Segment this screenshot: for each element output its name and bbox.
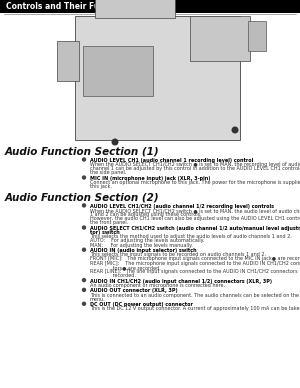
Text: the side panel.: the side panel. — [90, 170, 126, 175]
Text: This selects the input signals to be recorded on audio channels 1 and 2.: This selects the input signals to be rec… — [90, 252, 266, 257]
Text: FRONT [MIC]:   The microphone input signals connected to the MIC IN jack● are re: FRONT [MIC]: The microphone input signal… — [90, 256, 300, 262]
FancyBboxPatch shape — [95, 0, 175, 18]
Text: this jack.: this jack. — [90, 184, 112, 189]
Text: 1 and 2 can be adjusted using these controls.: 1 and 2 can be adjusted using these cont… — [90, 212, 202, 217]
Text: menu.: menu. — [90, 297, 106, 301]
Text: MIC IN (microphone input) jack (XLR, 3-pin): MIC IN (microphone input) jack (XLR, 3-p… — [90, 176, 210, 181]
Text: AUDIO IN (audio input selector) switch: AUDIO IN (audio input selector) switch — [90, 248, 196, 253]
Text: AUDIO OUT connector (XLR, 3P): AUDIO OUT connector (XLR, 3P) — [90, 288, 178, 293]
FancyBboxPatch shape — [75, 16, 240, 140]
Circle shape — [82, 157, 86, 162]
Text: channel 1 can be adjusted by this control in addition to the AUDIO LEVEL CH1 con: channel 1 can be adjusted by this contro… — [90, 166, 300, 171]
Circle shape — [82, 301, 86, 306]
Text: An audio component or microphone is connected here.: An audio component or microphone is conn… — [90, 283, 225, 288]
Text: tor) switch: tor) switch — [90, 230, 120, 235]
Text: AUDIO SELECT CH1/CH2 switch (audio channel 1/2 auto/manual level adjustment sele: AUDIO SELECT CH1/CH2 switch (audio chann… — [90, 226, 300, 231]
Circle shape — [82, 288, 86, 292]
Text: REAR [MIC]:    The microphone input signals connected to the AUDIO IN CH1/CH2 co: REAR [MIC]: The microphone input signals… — [90, 261, 300, 266]
Circle shape — [232, 126, 238, 133]
FancyBboxPatch shape — [190, 16, 250, 61]
FancyBboxPatch shape — [83, 46, 153, 96]
Text: Audio Function Section (1): Audio Function Section (1) — [5, 147, 160, 157]
Text: When the AUDIO SELECT CH1/CH2 switch ● is set to MAN, the audio level of audio c: When the AUDIO SELECT CH1/CH2 switch ● i… — [90, 208, 300, 213]
Text: This is connected to an audio component. The audio channels can be selected on t: This is connected to an audio component.… — [90, 293, 300, 298]
Text: MAN:     For adjusting the levels manually.: MAN: For adjusting the levels manually. — [90, 242, 193, 248]
Circle shape — [82, 175, 86, 180]
Text: Connect an optional microphone to this jack. The power for the microphone is sup: Connect an optional microphone to this j… — [90, 180, 300, 185]
Text: This selects the method used to adjust the audio levels of audio channels 1 and : This selects the method used to adjust t… — [90, 234, 292, 239]
Text: the front panel.: the front panel. — [90, 220, 128, 225]
Text: REAR [LINE]:   The line input signals connected to the AUDIO IN CH1/CH2 connecto: REAR [LINE]: The line input signals conn… — [90, 269, 300, 274]
Text: AUDIO LEVEL CH1/CH2 (audio channel 1/2 recording level) controls: AUDIO LEVEL CH1/CH2 (audio channel 1/2 r… — [90, 204, 274, 209]
Text: tors● are recorded.: tors● are recorded. — [90, 265, 161, 270]
Circle shape — [82, 278, 86, 282]
FancyBboxPatch shape — [248, 21, 266, 51]
Text: AUDIO LEVEL CH1 (audio channel 1 recording level) control: AUDIO LEVEL CH1 (audio channel 1 recordi… — [90, 158, 253, 163]
Text: DC OUT (DC power output) connector: DC OUT (DC power output) connector — [90, 302, 193, 307]
Text: AUTO:    For adjusting the levels automatically.: AUTO: For adjusting the levels automatic… — [90, 239, 204, 243]
Text: AUDIO IN CH1/CH2 (audio input channel 1/2) connectors (XLR, 3P): AUDIO IN CH1/CH2 (audio input channel 1/… — [90, 279, 272, 284]
Text: Audio Function Section (2): Audio Function Section (2) — [5, 193, 160, 203]
Circle shape — [82, 248, 86, 252]
Circle shape — [112, 139, 118, 146]
Text: However, the audio CH1 level can also be adjusted using the AUDIO LEVEL CH1 cont: However, the audio CH1 level can also be… — [90, 216, 300, 221]
Bar — [0, 0, 300, 13]
Text: This is the DC 12 V output connector. A current of approximately 100 mA can be t: This is the DC 12 V output connector. A … — [90, 307, 300, 312]
Circle shape — [82, 225, 86, 230]
Circle shape — [82, 203, 86, 208]
FancyBboxPatch shape — [57, 41, 79, 81]
Text: When the AUDIO SELECT CH1/CH2 switch ● is set to MAN, the recording level of aud: When the AUDIO SELECT CH1/CH2 switch ● i… — [90, 162, 300, 167]
Text: Controls and Their Functions: Controls and Their Functions — [6, 2, 131, 11]
Text: recorded.: recorded. — [90, 273, 136, 278]
